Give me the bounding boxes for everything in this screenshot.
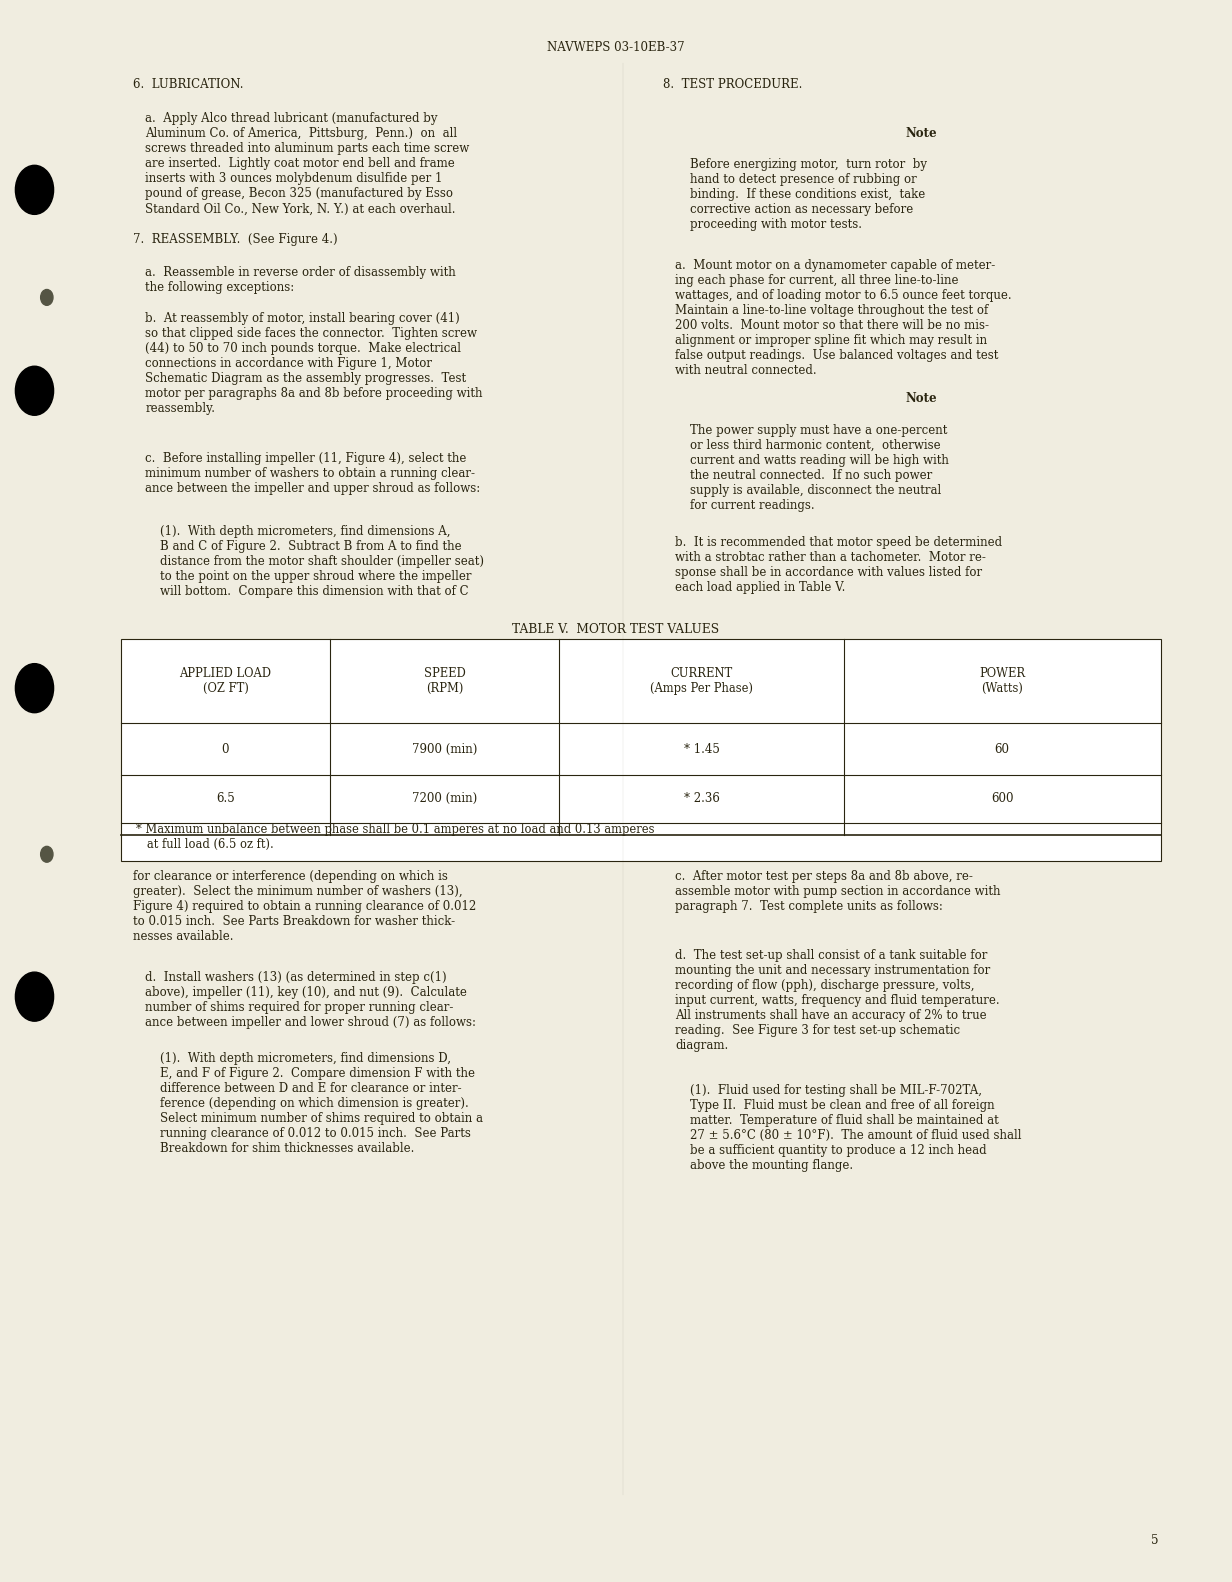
- Text: 0: 0: [222, 742, 229, 756]
- Circle shape: [16, 165, 54, 214]
- Text: SPEED
(RPM): SPEED (RPM): [424, 668, 466, 694]
- Text: b.  It is recommended that motor speed be determined
with a strobtac rather than: b. It is recommended that motor speed be…: [675, 536, 1003, 595]
- Circle shape: [16, 664, 54, 712]
- Text: 7.  REASSEMBLY.  (See Figure 4.): 7. REASSEMBLY. (See Figure 4.): [133, 233, 338, 245]
- Text: d.  Install washers (13) (as determined in step c(1)
above), impeller (11), key : d. Install washers (13) (as determined i…: [145, 971, 477, 1030]
- Text: * 2.36: * 2.36: [684, 793, 719, 805]
- Text: a.  Apply Alco thread lubricant (manufactured by
Aluminum Co. of America,  Pitts: a. Apply Alco thread lubricant (manufact…: [145, 112, 469, 215]
- Text: Note: Note: [906, 127, 938, 139]
- Text: 5: 5: [1151, 1535, 1158, 1547]
- Text: TABLE V.  MOTOR TEST VALUES: TABLE V. MOTOR TEST VALUES: [513, 623, 719, 636]
- Text: 7900 (min): 7900 (min): [411, 742, 478, 756]
- Text: c.  Before installing impeller (11, Figure 4), select the
minimum number of wash: c. Before installing impeller (11, Figur…: [145, 452, 480, 495]
- Text: (1).  With depth micrometers, find dimensions A,
B and C of Figure 2.  Subtract : (1). With depth micrometers, find dimens…: [160, 525, 484, 598]
- Text: 8.  TEST PROCEDURE.: 8. TEST PROCEDURE.: [663, 78, 802, 90]
- Text: Note: Note: [906, 392, 938, 405]
- Text: c.  After motor test per steps 8a and 8b above, re-
assemble motor with pump sec: c. After motor test per steps 8a and 8b …: [675, 870, 1000, 913]
- Text: a.  Mount motor on a dynamometer capable of meter-
ing each phase for current, a: a. Mount motor on a dynamometer capable …: [675, 259, 1011, 378]
- Circle shape: [41, 290, 53, 305]
- Text: CURRENT
(Amps Per Phase): CURRENT (Amps Per Phase): [650, 668, 753, 694]
- Text: a.  Reassemble in reverse order of disassembly with
the following exceptions:: a. Reassemble in reverse order of disass…: [145, 266, 456, 294]
- Text: 600: 600: [991, 793, 1014, 805]
- Text: Before energizing motor,  turn rotor  by
hand to detect presence of rubbing or
b: Before energizing motor, turn rotor by h…: [690, 158, 926, 231]
- Text: d.  The test set-up shall consist of a tank suitable for
mounting the unit and n: d. The test set-up shall consist of a ta…: [675, 949, 999, 1052]
- Text: (1).  Fluid used for testing shall be MIL-F-702TA,
Type II.  Fluid must be clean: (1). Fluid used for testing shall be MIL…: [690, 1084, 1021, 1172]
- Text: 60: 60: [994, 742, 1010, 756]
- Bar: [121, 639, 1161, 861]
- Circle shape: [16, 365, 54, 414]
- Text: POWER
(Watts): POWER (Watts): [979, 668, 1025, 694]
- Text: * 1.45: * 1.45: [684, 742, 719, 756]
- Circle shape: [16, 971, 54, 1022]
- Text: 7200 (min): 7200 (min): [413, 793, 477, 805]
- Text: 6.5: 6.5: [216, 793, 235, 805]
- Text: 6.  LUBRICATION.: 6. LUBRICATION.: [133, 78, 244, 90]
- Text: (1).  With depth micrometers, find dimensions D,
E, and F of Figure 2.  Compare : (1). With depth micrometers, find dimens…: [160, 1052, 483, 1155]
- Text: NAVWEPS 03-10EB-37: NAVWEPS 03-10EB-37: [547, 41, 685, 54]
- Text: * Maximum unbalance between phase shall be 0.1 amperes at no load and 0.13 amper: * Maximum unbalance between phase shall …: [136, 823, 654, 851]
- Text: APPLIED LOAD
(OZ FT): APPLIED LOAD (OZ FT): [180, 668, 271, 694]
- Circle shape: [41, 846, 53, 862]
- Text: for clearance or interference (depending on which is
greater).  Select the minim: for clearance or interference (depending…: [133, 870, 477, 943]
- Text: The power supply must have a one-percent
or less third harmonic content,  otherw: The power supply must have a one-percent…: [690, 424, 949, 513]
- Text: b.  At reassembly of motor, install bearing cover (41)
so that clipped side face: b. At reassembly of motor, install beari…: [145, 312, 483, 414]
